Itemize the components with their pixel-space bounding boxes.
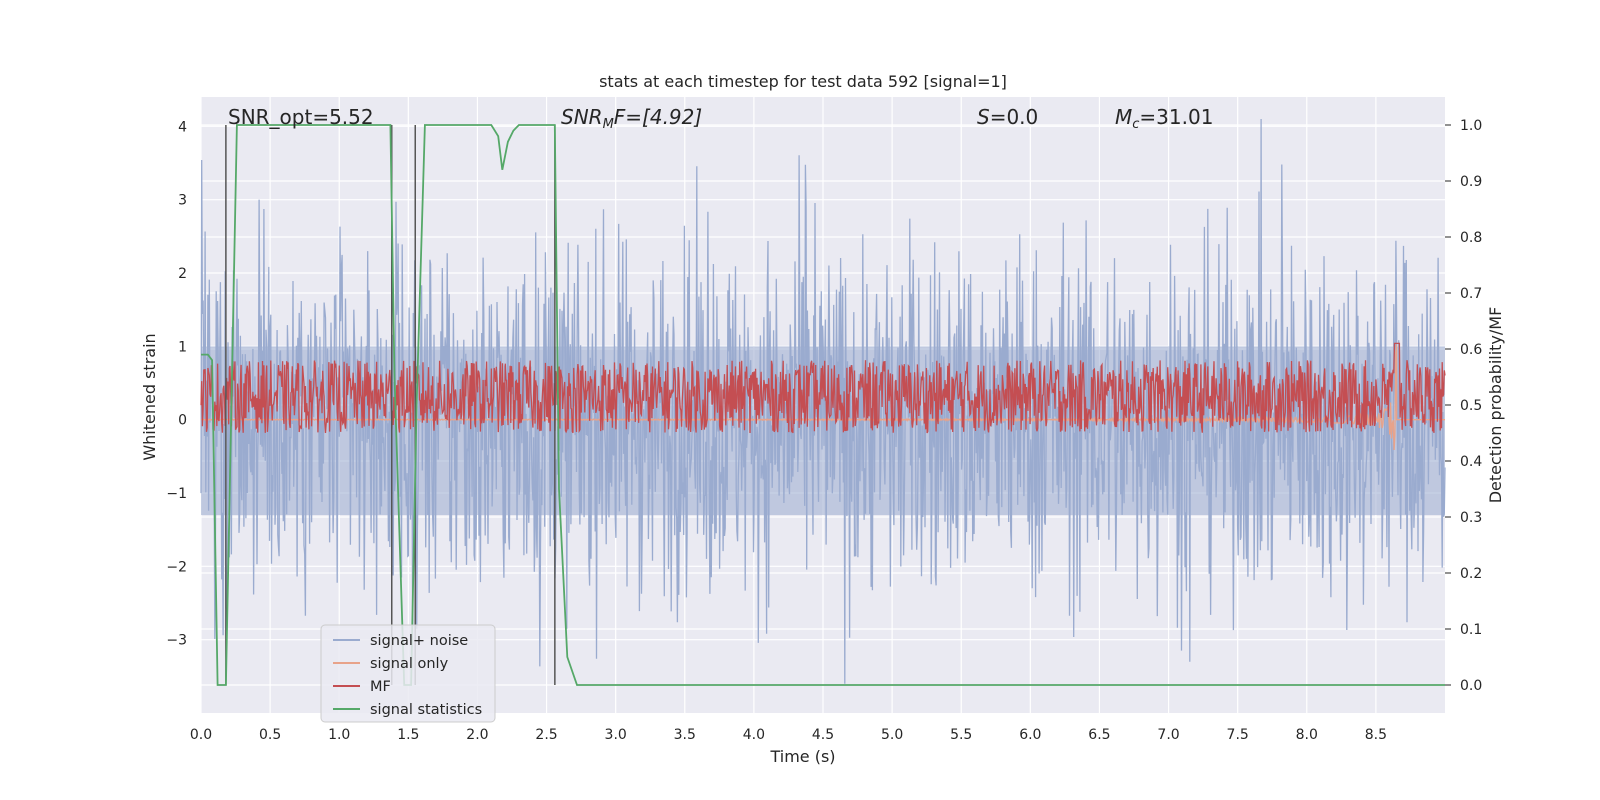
- line-signal-noise: [200, 118, 1446, 684]
- y-left-tick-label: 4: [178, 119, 187, 135]
- y-right-tick-label: 0.4: [1460, 454, 1482, 470]
- y-axis-label-left: Whitened strain: [140, 333, 159, 460]
- x-tick-label: 8.0: [1296, 727, 1318, 743]
- annotation-snr-mf: SNRMF=[4.92]: [561, 105, 702, 132]
- y-right-tick-label: 0.8: [1460, 230, 1482, 246]
- x-tick-label: 7.0: [1157, 727, 1179, 743]
- annotation-mc: Mc=31.01: [1115, 105, 1213, 132]
- x-tick-label: 1.5: [397, 727, 419, 743]
- y-left-tick-label: −2: [166, 559, 187, 575]
- x-tick-label: 3.0: [605, 727, 627, 743]
- y-left-tick-label: −1: [166, 486, 187, 502]
- y-left-tick-label: 0: [178, 413, 187, 429]
- y-axis-label-right: Detection probability/MF: [1486, 307, 1505, 504]
- x-axis-label: Time (s): [769, 747, 835, 766]
- x-tick-label: 1.0: [328, 727, 350, 743]
- y-right-tick-label: 0.1: [1460, 622, 1482, 638]
- legend-label: signal statistics: [370, 702, 482, 718]
- x-tick-label: 4.0: [743, 727, 765, 743]
- annotation-snr-opt: SNR_opt=5.52: [228, 105, 374, 129]
- snr-mf-f: F=[4.92]: [614, 105, 702, 129]
- y-right-tick-label: 0.7: [1460, 286, 1482, 302]
- line-mf: [200, 342, 1446, 434]
- legend-box: [320, 624, 496, 723]
- y-left-tick-label: 3: [178, 193, 187, 209]
- y-left-tick-label: 1: [178, 339, 187, 355]
- y-right-tick-label: 0.0: [1460, 678, 1482, 694]
- x-tick-label: 4.5: [812, 727, 834, 743]
- x-tick-label: 8.5: [1365, 727, 1387, 743]
- y-right-tick-label: 0.3: [1460, 510, 1482, 526]
- snr-mf-label: SNR: [561, 105, 603, 129]
- x-tick-label: 6.0: [1019, 727, 1041, 743]
- y-right-tick-label: 1.0: [1460, 118, 1482, 134]
- snr-mf-subscript: M: [603, 117, 614, 132]
- series-mf: [200, 342, 1446, 434]
- legend-label: MF: [370, 679, 391, 695]
- mc-subscript: c: [1132, 117, 1139, 132]
- mc-label: M: [1115, 105, 1132, 129]
- x-tick-label: 0.5: [259, 727, 281, 743]
- s-label: S: [977, 105, 990, 129]
- y-right-tick-label: 0.5: [1460, 398, 1482, 414]
- x-tick-label: 3.5: [674, 727, 696, 743]
- legend-label: signal+ noise: [370, 633, 468, 649]
- line-signal-statistics: [201, 124, 1445, 686]
- x-tick-label: 5.0: [881, 727, 903, 743]
- y-left-tick-label: 2: [178, 266, 187, 282]
- chart-title: stats at each timestep for test data 592…: [599, 72, 1007, 91]
- legend: signal+ noise signal only MF signal statist…: [320, 624, 496, 723]
- series-signal-statistics: [201, 124, 1445, 686]
- x-tick-label: 2.5: [535, 727, 557, 743]
- y-left-tick-label: −3: [166, 633, 187, 649]
- annotation-s: S=0.0: [977, 105, 1038, 129]
- x-tick-label: 0.0: [190, 727, 212, 743]
- x-tick-label: 7.5: [1227, 727, 1249, 743]
- y-right-tick-label: 0.6: [1460, 342, 1482, 358]
- s-value: =0.0: [990, 105, 1039, 129]
- axis-ticks: 0.0 0.5 1.0 1.5 2.0 2.5 3.0 3.5 4.0 4.5 5.0 5.5 6.0 6…: [166, 118, 1482, 743]
- x-tick-label: 2.0: [466, 727, 488, 743]
- mc-value: =31.01: [1139, 105, 1213, 129]
- y-right-tick-label: 0.2: [1460, 566, 1482, 582]
- legend-label: signal only: [370, 656, 449, 672]
- x-tick-label: 5.5: [950, 727, 972, 743]
- x-tick-label: 6.5: [1088, 727, 1110, 743]
- y-right-tick-label: 0.9: [1460, 174, 1482, 190]
